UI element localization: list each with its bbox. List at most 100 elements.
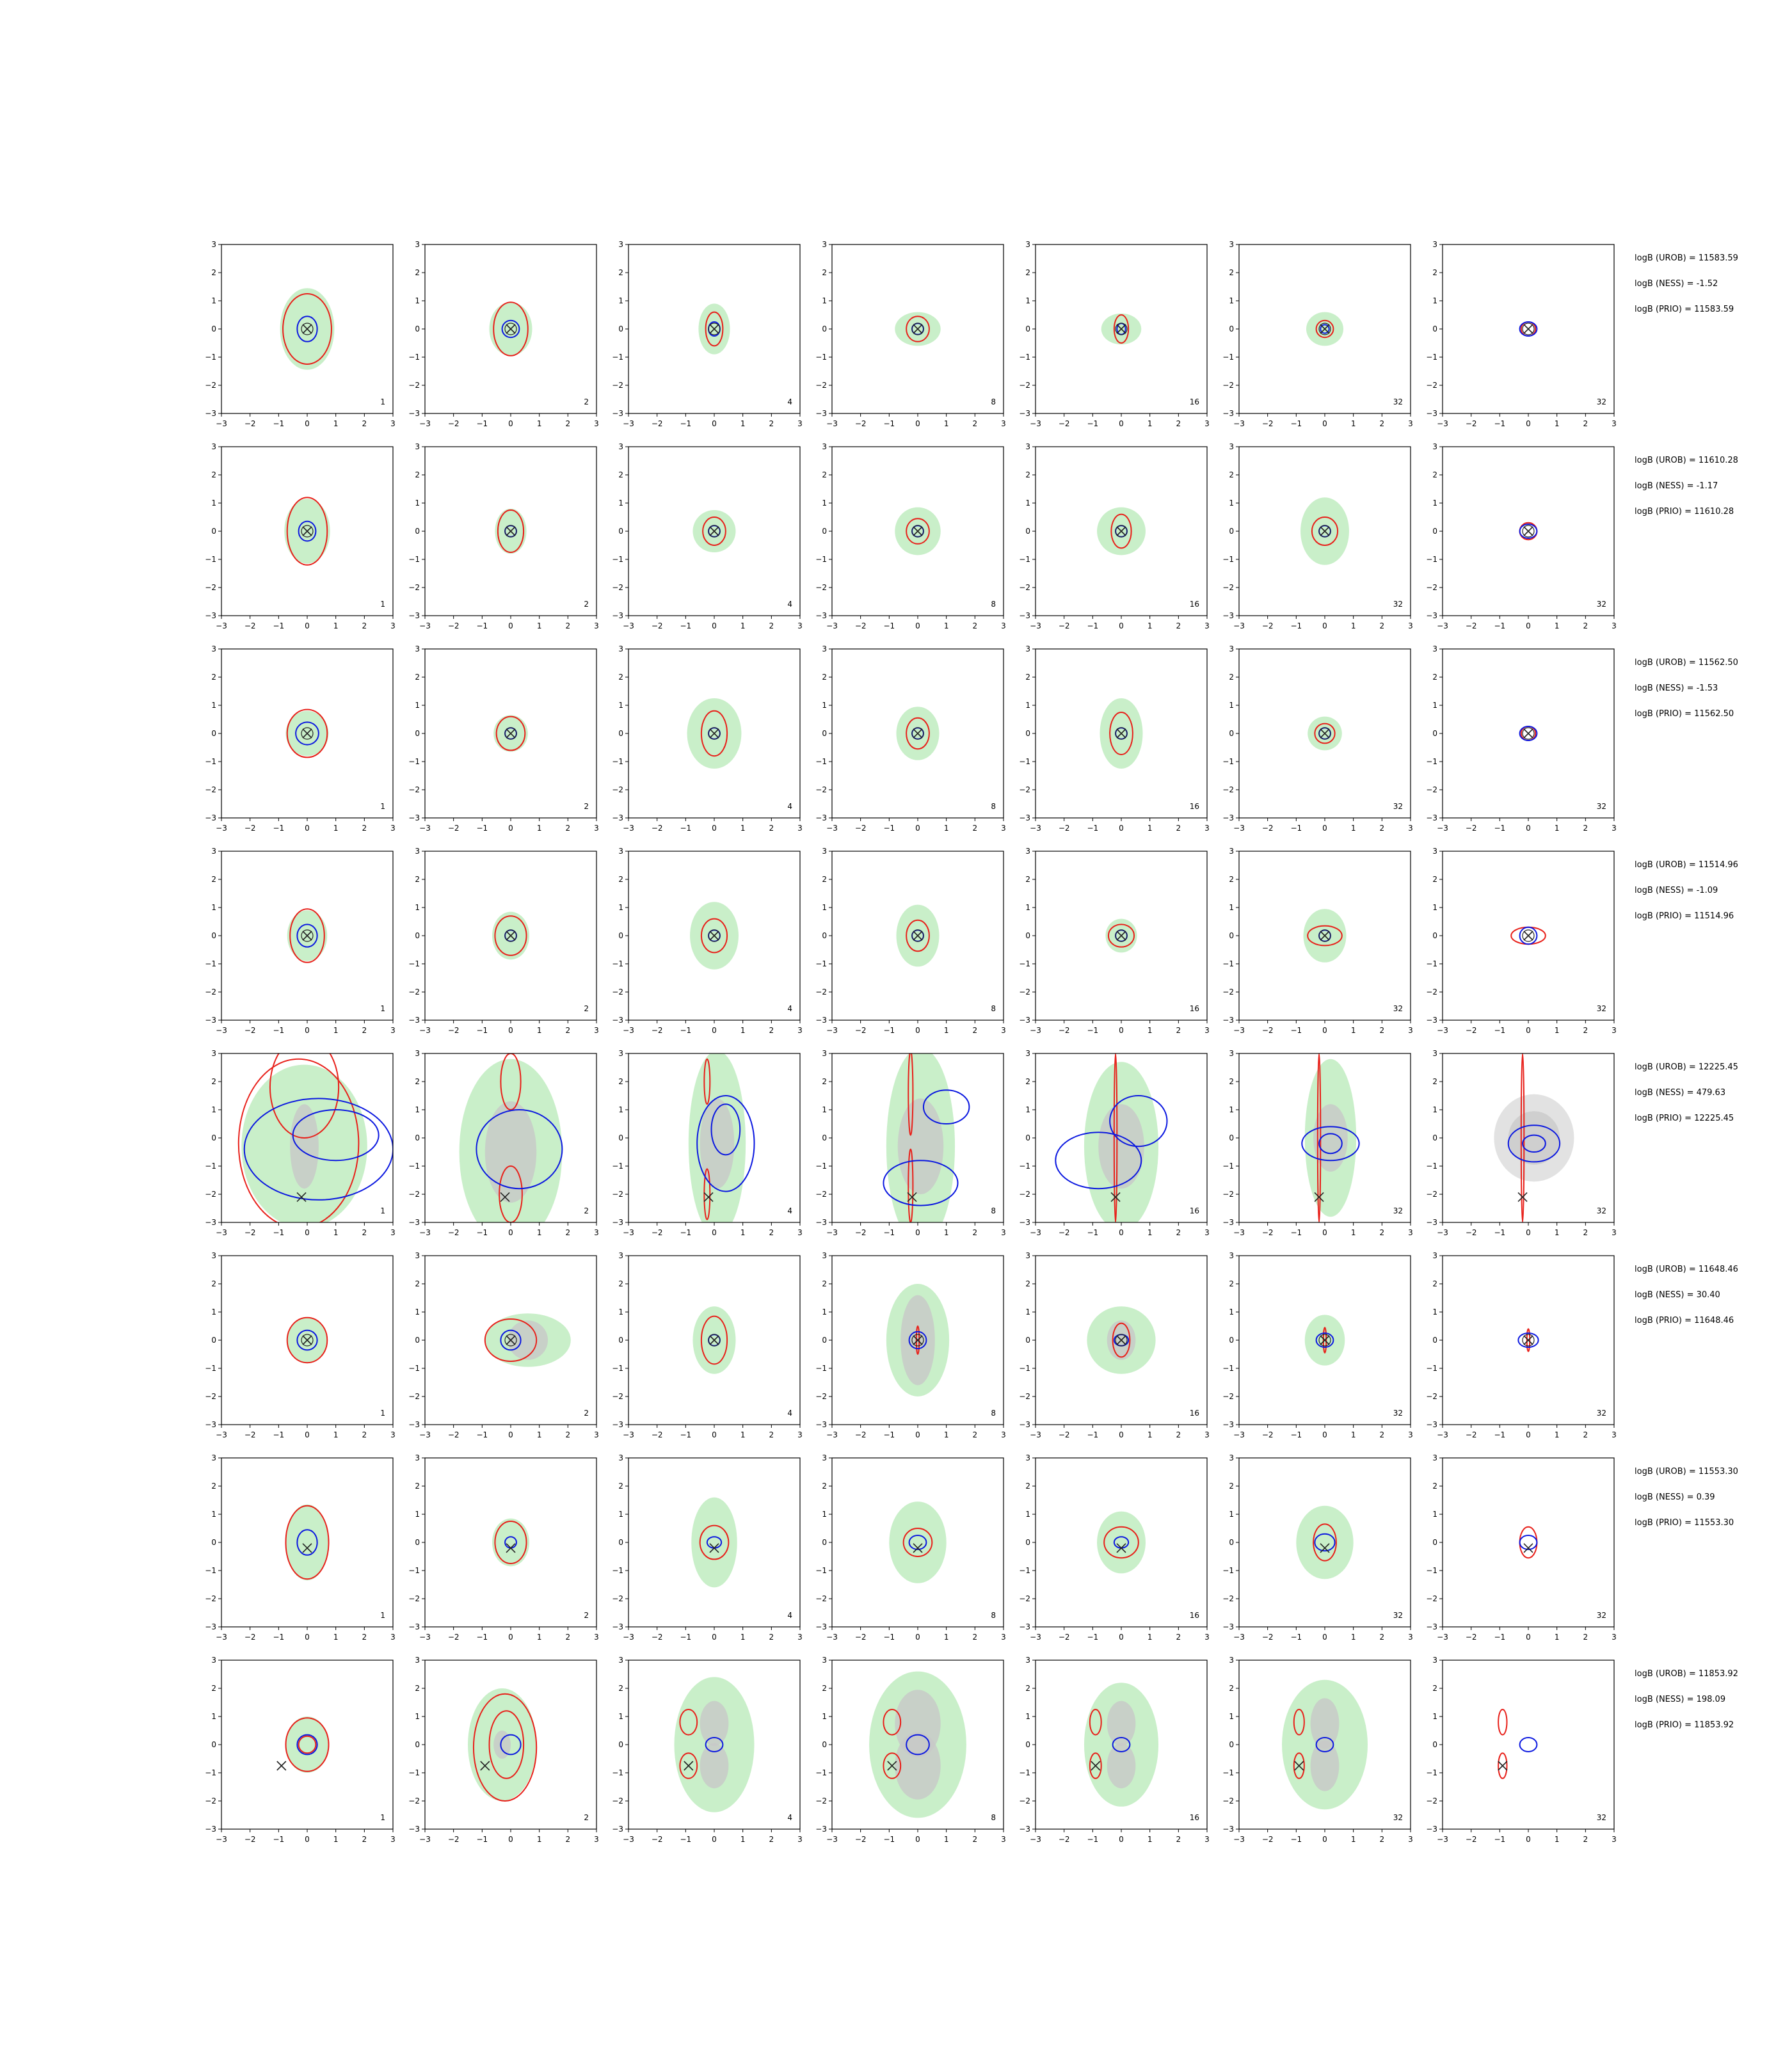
x-tick-label: −1 <box>883 1228 895 1237</box>
x-tick-label: 3 <box>797 1430 803 1439</box>
y-tick-label: −3 <box>408 1622 420 1631</box>
x-tick-label: 3 <box>390 1228 396 1237</box>
x-tick-label: −2 <box>1059 1835 1070 1844</box>
x-tick-label: 2 <box>769 1633 774 1642</box>
blue-contour <box>1519 926 1538 945</box>
x-tick-label: 3 <box>594 1430 599 1439</box>
panel-sample-label: 2 <box>584 802 589 811</box>
true-point-ring <box>301 1334 314 1347</box>
y-tick-label: 1 <box>415 701 420 710</box>
y-tick-label: 0 <box>618 1740 623 1749</box>
x-tick-label: −2 <box>1466 1835 1477 1844</box>
true-point-marker <box>506 324 516 334</box>
x-tick-label: 3 <box>1001 1430 1006 1439</box>
y-tick-label: 0 <box>415 527 420 536</box>
y-tick-label: 1 <box>415 1510 420 1519</box>
x-tick-label: 2 <box>973 1835 978 1844</box>
y-tick-label: −1 <box>205 1768 216 1777</box>
x-tick-label: 0 <box>1322 824 1327 833</box>
x-tick-label: −3 <box>1437 419 1448 428</box>
true-point-marker <box>302 1543 312 1553</box>
y-tick-label: 0 <box>211 324 216 333</box>
panel-sample-label: 16 <box>1190 397 1199 406</box>
y-tick-label: 0 <box>211 1740 216 1749</box>
y-tick-label: 1 <box>1025 903 1030 912</box>
y-tick-label: 0 <box>1432 931 1437 940</box>
x-tick-label: −2 <box>244 1026 256 1035</box>
y-tick-label: 3 <box>1229 644 1234 653</box>
x-tick-label: −3 <box>1233 1430 1245 1439</box>
x-tick-label: −1 <box>883 1835 895 1844</box>
y-tick-label: 3 <box>618 442 623 451</box>
x-tick-label: −1 <box>273 1228 284 1237</box>
panel-sample-label: 4 <box>787 802 792 811</box>
x-tick-label: −3 <box>623 1228 634 1237</box>
x-tick-label: 3 <box>1204 419 1210 428</box>
x-tick-label: 3 <box>594 1835 599 1844</box>
y-tick-label: −3 <box>1426 409 1437 418</box>
x-tick-label: 1 <box>944 1228 949 1237</box>
panel-r5-c1: −3−3 −2 −2 −1 −1 0 0 1 1 2 2 3 3 1 <box>205 1049 396 1237</box>
panel-frame <box>1442 1457 1615 1628</box>
y-tick-label: 0 <box>211 931 216 940</box>
y-tick-label: −1 <box>205 555 216 564</box>
x-tick-label: 3 <box>594 1026 599 1035</box>
panel-r7-c2: −3 −3 −2 −2 −1 −1 0 0 1 1 2 2 3 3 2 <box>408 1453 599 1642</box>
red-contour <box>1109 712 1133 755</box>
x-tick-label: −2 <box>1466 621 1477 630</box>
true-point-ring <box>504 525 517 538</box>
y-tick-label: 0 <box>822 1538 827 1547</box>
red-contour <box>1107 924 1135 948</box>
x-tick-label: −2 <box>1059 419 1070 428</box>
x-tick-label: −3 <box>623 621 634 630</box>
red-contour <box>1519 1526 1538 1559</box>
y-tick-label: −1 <box>1019 1566 1030 1575</box>
true-point-marker <box>506 728 516 739</box>
x-tick-label: −3 <box>419 1228 431 1237</box>
y-tick-label: −1 <box>1426 555 1437 564</box>
x-tick-label: −2 <box>855 1633 867 1642</box>
x-tick-label: −2 <box>855 419 867 428</box>
x-tick-label: −2 <box>448 621 460 630</box>
y-tick-label: −1 <box>612 353 623 362</box>
y-tick-label: −3 <box>408 1825 420 1834</box>
x-tick-label: 3 <box>390 1633 396 1642</box>
x-tick-label: −1 <box>273 824 284 833</box>
y-tick-label: −2 <box>1426 988 1437 996</box>
y-tick-label: −1 <box>1426 1566 1437 1575</box>
blue-contour <box>295 721 319 746</box>
panel-sample-label: 1 <box>380 397 385 406</box>
x-tick-label: 2 <box>1380 1228 1385 1237</box>
y-tick-label: 3 <box>1432 442 1437 451</box>
true-point-ring <box>1522 727 1535 740</box>
y-tick-label: 2 <box>822 875 827 884</box>
x-tick-label: 3 <box>1408 824 1413 833</box>
x-tick-label: 0 <box>915 824 920 833</box>
panel-r8-c1: −3−3 −2 −2 −1 −1 0 0 1 1 2 2 3 3 1 <box>205 1656 396 1844</box>
blue-contour <box>922 1089 970 1124</box>
true-point-ring <box>504 929 517 942</box>
y-tick-label: −1 <box>612 757 623 766</box>
panel-r3-c5: −3−3 −2 −2 −1 −1 0 0 1 1 2 2 3 3 16 <box>1019 644 1210 833</box>
red-contour <box>1322 1327 1327 1354</box>
y-tick-label: 1 <box>211 499 216 508</box>
panel-sample-label: 32 <box>1597 1409 1606 1418</box>
y-tick-label: −1 <box>408 555 420 564</box>
blue-contour <box>1301 1126 1360 1162</box>
blue-contour <box>908 1535 927 1550</box>
x-tick-label: 0 <box>1119 1430 1124 1439</box>
y-tick-label: 2 <box>415 1482 420 1491</box>
y-tick-label: −2 <box>205 1594 216 1603</box>
y-tick-label: 0 <box>415 1740 420 1749</box>
logb-stat: logB (PRIO) = 11610.28 <box>1635 507 1734 516</box>
x-tick-label: −1 <box>1290 1430 1302 1439</box>
y-tick-label: 3 <box>1432 1251 1437 1260</box>
y-tick-label: 1 <box>822 1510 827 1519</box>
true-point-marker <box>1116 931 1126 941</box>
x-tick-label: −3 <box>1437 1228 1448 1237</box>
x-tick-label: −3 <box>419 1835 431 1844</box>
x-tick-label: 1 <box>537 1633 542 1642</box>
x-tick-label: 2 <box>362 621 367 630</box>
x-tick-label: 2 <box>1583 824 1588 833</box>
x-tick-label: −2 <box>1466 419 1477 428</box>
